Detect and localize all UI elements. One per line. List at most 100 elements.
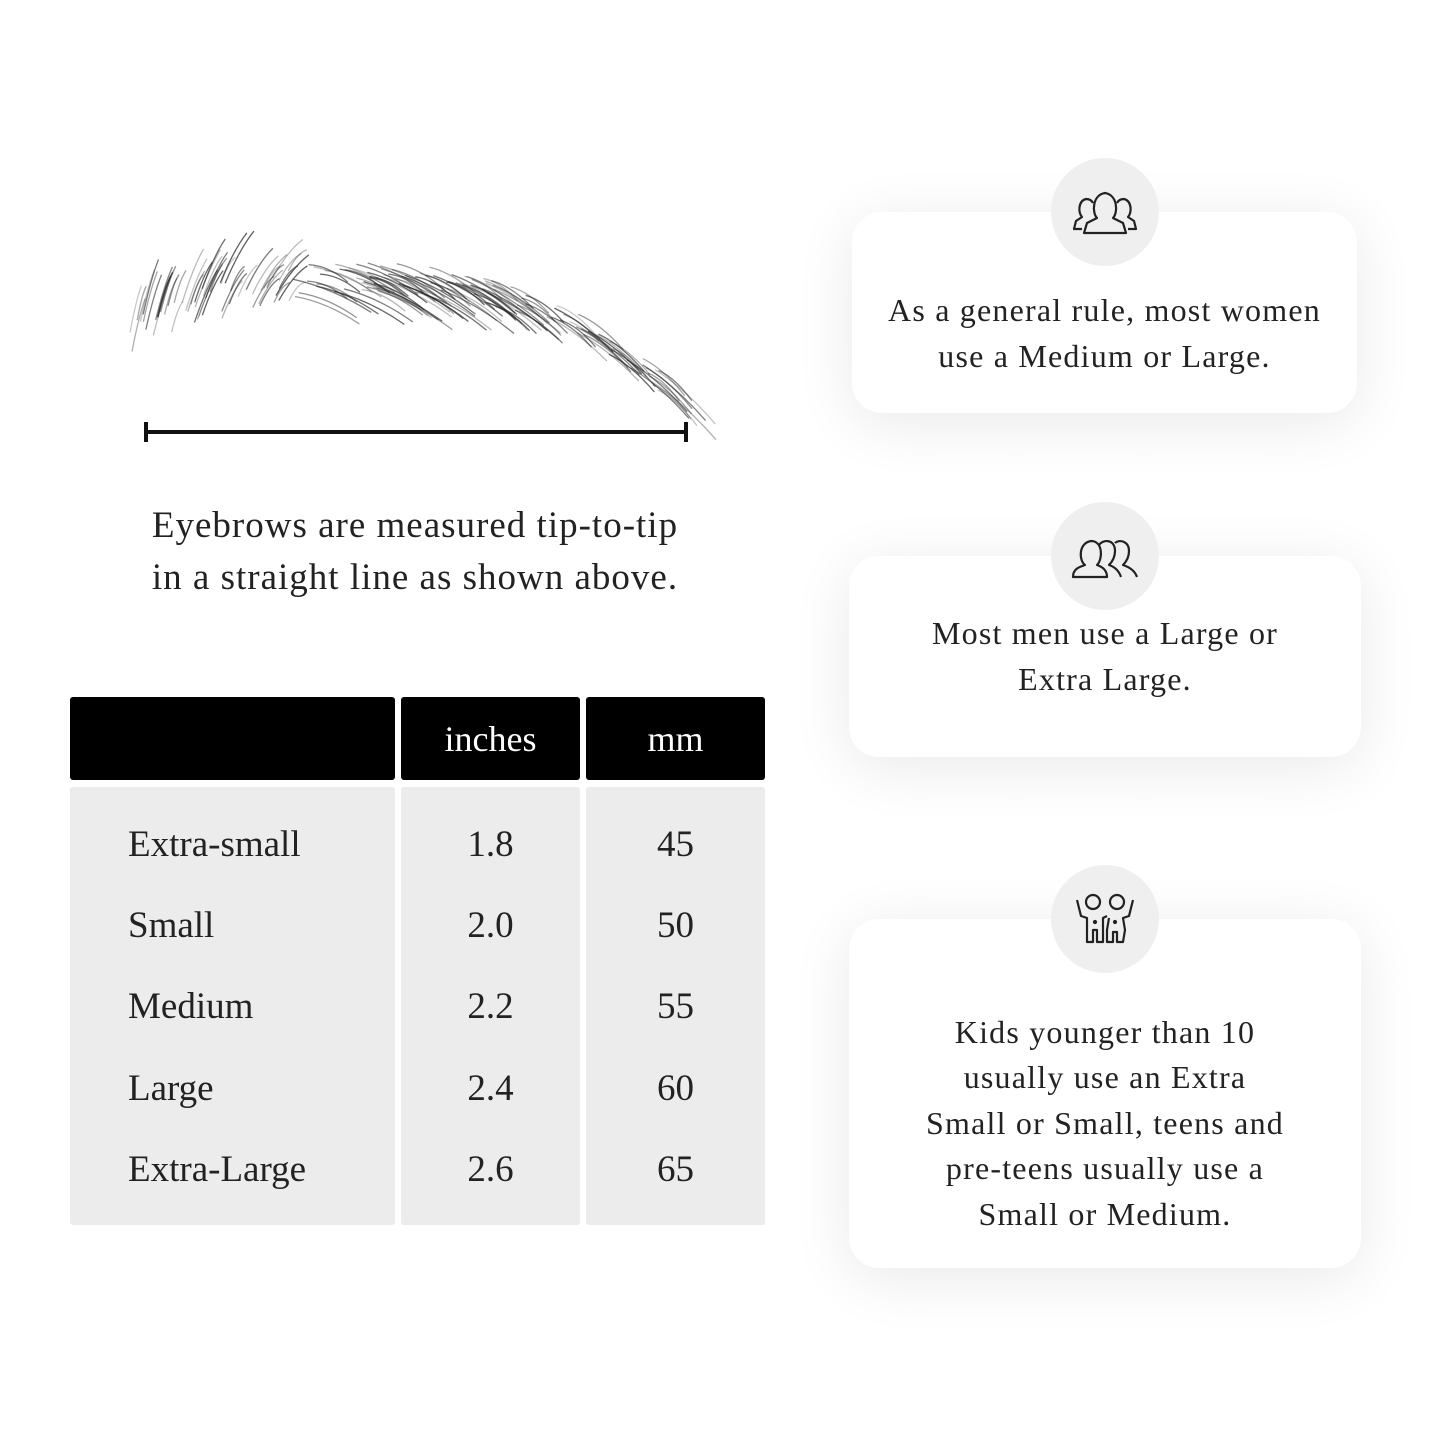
eyebrow-hair <box>221 269 245 312</box>
card-text: Kids younger than 10 <box>954 1013 1256 1050</box>
header-inches: inches <box>401 697 580 780</box>
eyebrow-hair <box>187 270 206 312</box>
mm-value: 60 <box>657 1068 694 1109</box>
inches-value: 2.2 <box>467 986 514 1027</box>
mm-value: 55 <box>657 986 694 1027</box>
eyebrow-hair <box>657 389 698 427</box>
card-text: Extra Large. <box>1018 660 1192 697</box>
eyebrow-hair <box>313 266 382 298</box>
women-group-icon <box>1051 158 1159 266</box>
eyebrow-hair <box>652 383 692 420</box>
eyebrow-hair <box>344 288 414 323</box>
eyebrow-hair <box>485 282 549 325</box>
eyebrow-hair <box>194 261 213 303</box>
eyebrow-hair <box>388 273 425 294</box>
eyebrow-hair <box>181 248 205 304</box>
eyebrow-hair <box>190 273 205 305</box>
card-text: pre-teens usually use a <box>945 1150 1265 1187</box>
eyebrow-hair <box>491 280 534 309</box>
eyebrow-hair <box>348 267 403 295</box>
eyebrow-hair <box>451 274 516 314</box>
eyebrow-hair <box>405 274 476 315</box>
eyebrow-hair <box>429 266 479 296</box>
eyebrow-hair <box>430 282 471 307</box>
eyebrow-hair <box>658 369 693 402</box>
eyebrow-hair <box>201 238 226 289</box>
eyebrow-hair <box>419 272 471 302</box>
eyebrow-hair <box>551 316 592 348</box>
eyebrow-hair <box>415 276 456 300</box>
eyebrow-hair <box>308 264 349 283</box>
eyebrow-hair <box>224 230 255 284</box>
eyebrow-hair <box>278 252 302 281</box>
eyebrow-hair <box>440 289 515 335</box>
eyebrow-hair <box>366 286 424 316</box>
card-text: Small or Medium. <box>978 1195 1232 1232</box>
eyebrow-hair <box>654 368 716 425</box>
eyebrow-hair <box>219 232 248 284</box>
mm-value: 65 <box>657 1149 694 1190</box>
eyebrow-hair <box>578 313 624 351</box>
size-label: Medium <box>128 986 254 1027</box>
eyebrow-hair <box>446 287 503 323</box>
eyebrow-hair <box>471 285 542 331</box>
eyebrow-hair <box>396 263 445 291</box>
men-group-icon <box>1051 502 1159 610</box>
eyebrow-hair <box>258 269 284 305</box>
eyebrow-hair <box>145 274 163 330</box>
mm-column <box>586 787 765 1225</box>
eyebrow-hair <box>376 277 453 318</box>
mm-value: 50 <box>657 905 694 946</box>
eyebrow-hair <box>483 277 519 302</box>
eyebrow-hair <box>516 304 562 336</box>
eyebrow-hair <box>647 372 680 402</box>
card-text: use a Medium or Large. <box>938 337 1271 374</box>
size-label: Extra-small <box>128 824 301 865</box>
eyebrow-hair <box>521 297 556 323</box>
inches-column <box>401 787 580 1225</box>
eyebrow-hair <box>471 278 545 326</box>
eyebrow-hair <box>319 273 361 293</box>
eyebrow-hair <box>448 280 496 311</box>
eyebrow-hair <box>339 268 391 294</box>
size-column <box>70 787 395 1225</box>
measurement-caption: Eyebrows are measured tip-to-tip in a st… <box>60 500 770 604</box>
eyebrow-hair <box>167 274 180 306</box>
eyebrow-hair <box>205 251 229 299</box>
eyebrow-hair <box>171 301 184 333</box>
eyebrow-hair <box>292 278 372 314</box>
caption-line: in a straight line as shown above. <box>151 557 679 598</box>
eyebrow-hair <box>577 332 640 382</box>
eyebrow-hair <box>156 275 172 318</box>
eyebrow-hair <box>595 334 639 370</box>
card-text: Most men use a Large or <box>931 615 1279 651</box>
eyebrow-hair <box>580 328 640 376</box>
eyebrow-hair <box>251 255 279 295</box>
eyebrow-hair <box>220 256 236 285</box>
eyebrow-hair <box>484 280 540 317</box>
eyebrow-hair <box>484 301 529 331</box>
caption-line: Eyebrows are measured tip-to-tip <box>151 505 679 546</box>
header-mm: mm <box>586 697 765 780</box>
eyebrow-hair <box>263 265 281 289</box>
eyebrow-hair <box>546 316 608 362</box>
eyebrow-hair <box>514 309 564 344</box>
eyebrow-hair <box>142 271 159 322</box>
eyebrow-hair <box>160 265 177 313</box>
eyebrow-hair <box>583 333 632 373</box>
eyebrow-hair <box>367 271 428 304</box>
eyebrow-hair <box>356 263 419 296</box>
inches-value: 2.6 <box>467 1149 514 1190</box>
eyebrow-hair <box>298 292 357 319</box>
size-label: Extra-Large <box>128 1149 307 1190</box>
eyebrow-hair <box>173 270 187 304</box>
eyebrow-hair <box>367 262 448 304</box>
eyebrow-hair <box>642 364 707 421</box>
eyebrow-hair <box>473 293 517 321</box>
eyebrow-hair <box>361 281 432 319</box>
card-text: Small or Small, teens and <box>926 1104 1284 1141</box>
eyebrow-hair <box>288 281 306 302</box>
eyebrow-hairs <box>129 230 717 441</box>
eyebrow-hair <box>185 258 208 311</box>
eyebrow-hair <box>201 270 224 316</box>
